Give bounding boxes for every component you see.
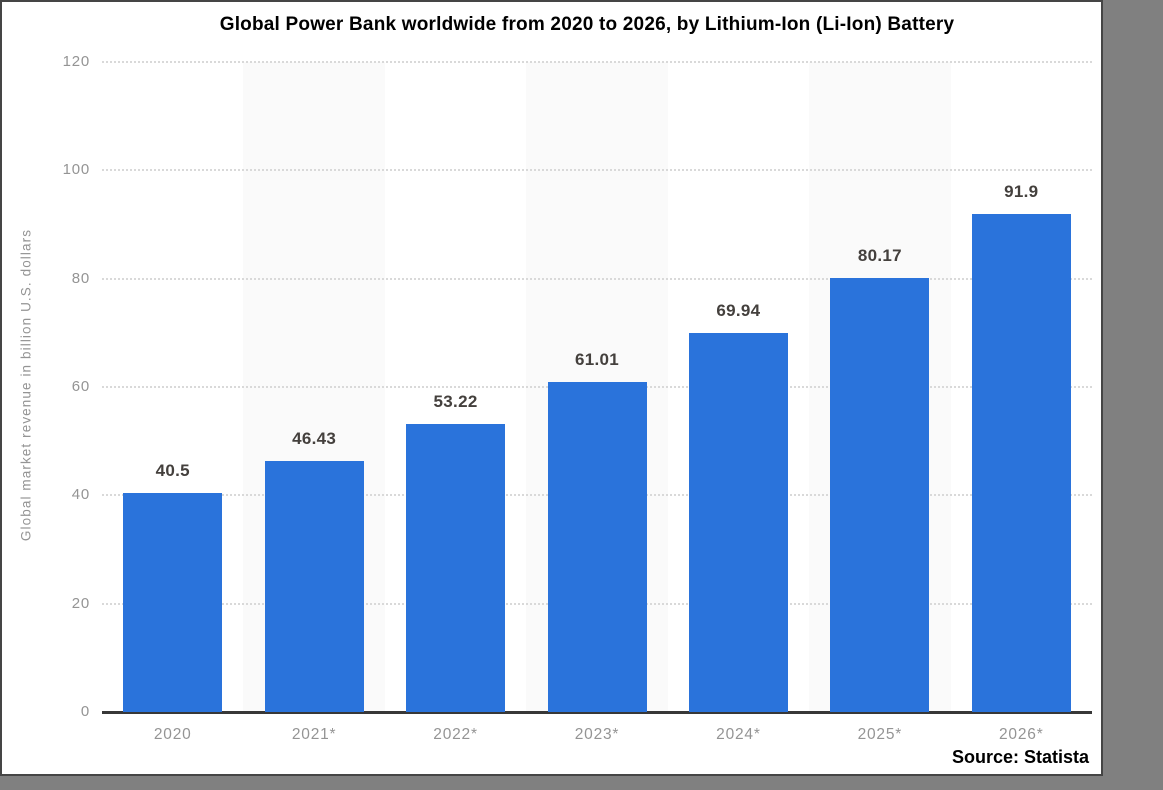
bar (123, 492, 223, 712)
x-tick-label: 2020 (153, 726, 192, 743)
gridline (102, 277, 1092, 280)
bar (971, 214, 1071, 712)
bar-value-label: 91.9 (1004, 182, 1039, 202)
bar (547, 381, 647, 712)
source-label: Source: Statista (951, 747, 1089, 767)
bar-value-label: 80.17 (857, 245, 902, 265)
x-axis-line (102, 711, 1092, 714)
bar-value-label: 53.22 (433, 391, 478, 411)
x-tick-label: 2025* (857, 726, 903, 743)
chart-title: Global Power Bank worldwide from 2020 to… (219, 14, 955, 35)
x-tick-label: 2023* (574, 726, 620, 743)
chart-panel: Global Power Bank worldwide from 2020 to… (0, 0, 1103, 776)
bar-value-label: 61.01 (574, 349, 620, 369)
bar (688, 333, 788, 712)
y-tick-label: 100 (62, 161, 90, 179)
y-tick-label: 120 (62, 53, 90, 70)
y-tick-label: 60 (71, 378, 90, 395)
y-axis-title: Global market revenue in billion U.S. do… (18, 228, 34, 542)
gridline (102, 61, 1092, 63)
bar-value-label: 40.5 (155, 460, 190, 480)
gridline (102, 169, 1092, 172)
bar (264, 460, 364, 712)
y-tick-label: 0 (80, 703, 90, 720)
bar (830, 277, 930, 712)
x-tick-label: 2024* (716, 726, 761, 743)
y-tick-label: 40 (71, 486, 90, 504)
y-tick-label: 20 (71, 594, 90, 612)
x-tick-label: 2026* (999, 726, 1044, 743)
bar-value-label: 69.94 (716, 301, 761, 321)
plot-area: 0 20 40 60 80 100 120 40.5 2020 46.43 2021* 53.22 20… (63, 53, 1092, 743)
x-tick-label: 2021* (291, 726, 337, 743)
y-tick-label: 80 (71, 269, 90, 287)
bar (406, 423, 506, 712)
bar-value-label: 46.43 (292, 428, 337, 448)
x-tick-label: 2022* (433, 726, 478, 743)
